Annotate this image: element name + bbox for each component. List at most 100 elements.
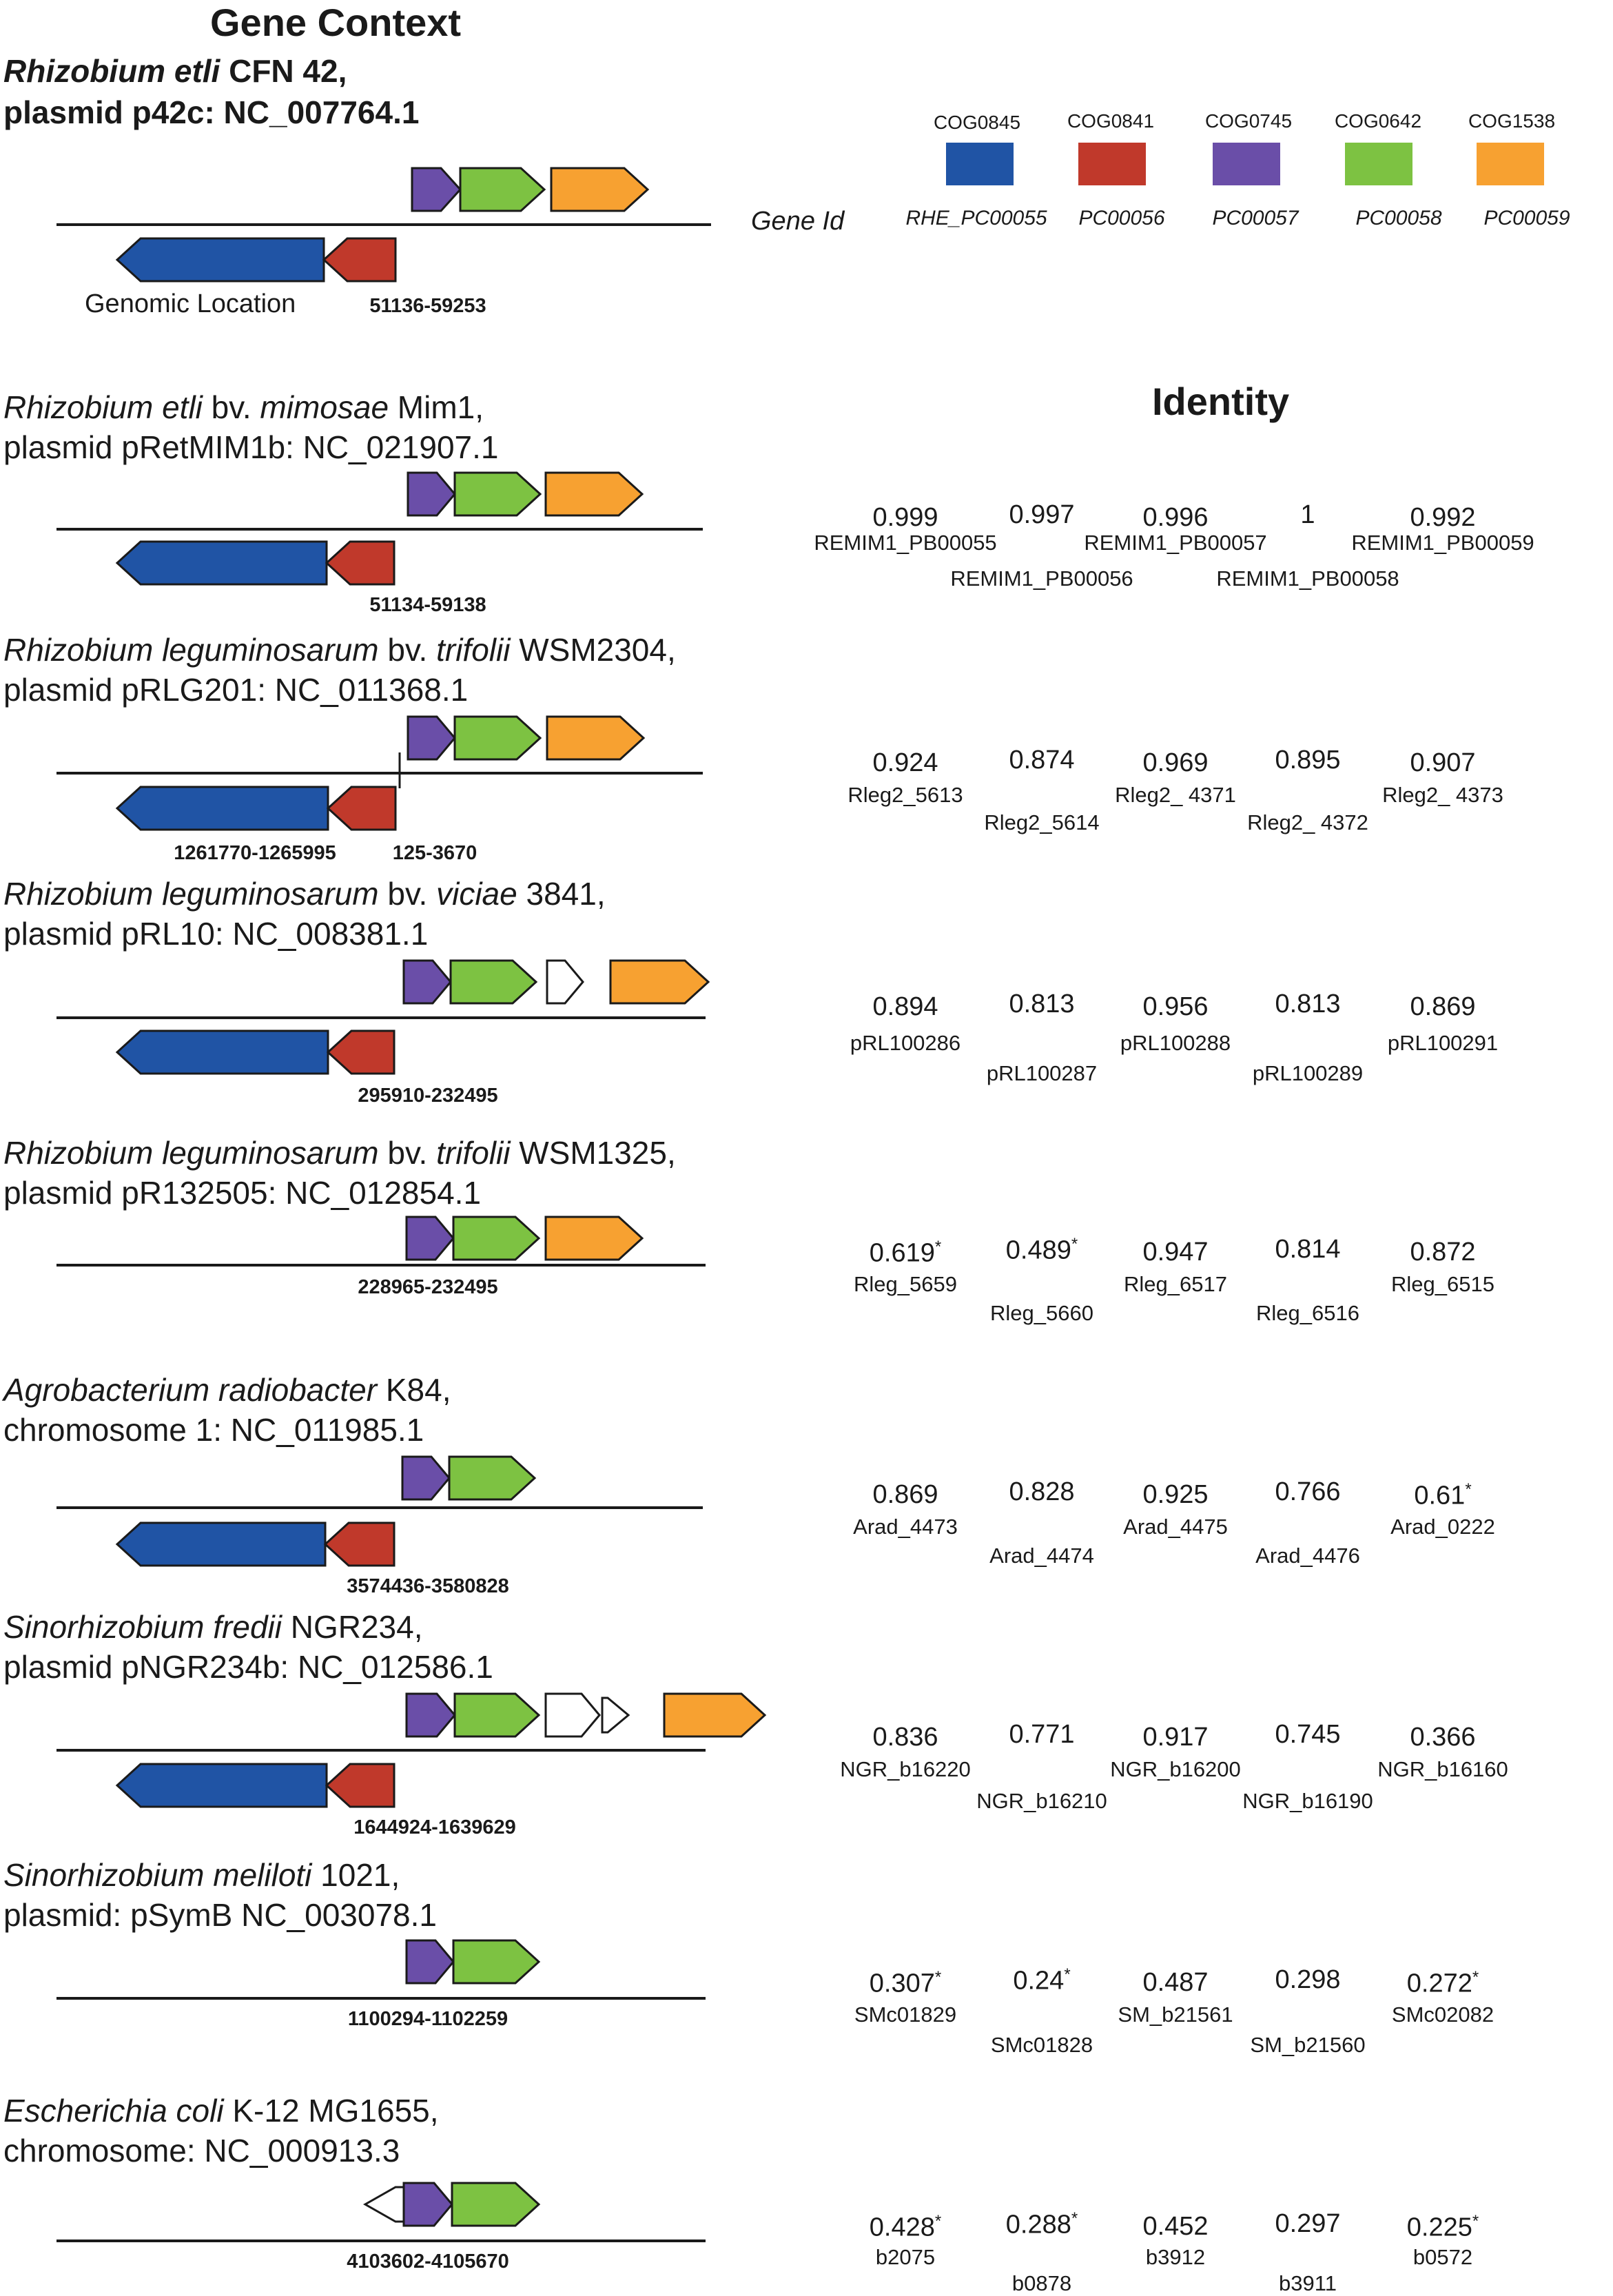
identity-number: 0.947: [1142, 1238, 1209, 1267]
genomic-location: 125-3670: [392, 842, 477, 864]
identity-value: 0.872: [1374, 1238, 1512, 1267]
ortholog-gene-id: Rleg_6516: [1256, 1301, 1359, 1325]
cog0642-gene-arrow: [451, 2182, 541, 2227]
organism-name-italic: viciae: [436, 876, 517, 912]
organism-name-italic: Sinorhizobium meliloti: [3, 1857, 312, 1893]
ortholog-gene-id: pRL100291: [1387, 1031, 1499, 1055]
identity-value: 0.874: [973, 746, 1111, 775]
identity-value: 0.996: [1107, 503, 1244, 533]
reference-location: 51136-59253: [369, 295, 486, 317]
identity-value: 0.895: [1239, 746, 1377, 775]
ortholog-gene-id: REMIM1_PB00056: [950, 566, 1133, 591]
cog0745-gene-arrow: [402, 2182, 453, 2227]
organism-name-part: WSM2304,: [510, 632, 676, 668]
identity-value: 0.947: [1107, 1238, 1244, 1267]
identity-number: 0.924: [872, 748, 938, 777]
legend-swatch-cog1538: [1477, 143, 1544, 185]
ortholog-gene-id: Arad_4476: [1255, 1544, 1360, 1568]
genomic-location: 51134-59138: [369, 594, 486, 616]
significance-asterisk: *: [1064, 1965, 1071, 1984]
other-gene-arrow: [601, 1697, 630, 1734]
organism-name-part: Mim1,: [389, 389, 484, 425]
organism-name-italic: trifolii: [436, 632, 511, 668]
identity-value: 0.24*: [973, 1965, 1111, 1996]
significance-asterisk: *: [934, 1968, 942, 1987]
ortholog-gene-id: REMIM1_PB00059: [1351, 531, 1534, 555]
genomic-location: 4103602-4105670: [347, 2251, 509, 2273]
identity-value: 0.828: [973, 1477, 1111, 1507]
identity-value: 0.61*: [1374, 1480, 1512, 1511]
organism-name-part: bv.: [202, 389, 260, 425]
identity-number: 0.487: [1142, 1968, 1209, 1997]
identity-number: 0.61: [1414, 1481, 1466, 1510]
ortholog-gene-id: b3912: [1145, 2245, 1206, 2269]
identity-number: 0.307: [869, 1969, 935, 1998]
identity-number: 0.288: [1005, 2210, 1071, 2239]
identity-number: 0.836: [872, 1723, 938, 1752]
ortholog-gene-id: REMIM1_PB00055: [814, 531, 997, 555]
cog0841-gene-arrow: [326, 786, 397, 831]
cog0642-gene-arrow: [449, 959, 538, 1005]
genomic-location: 1644924-1639629: [353, 1816, 516, 1838]
legend-swatch-cog0841: [1078, 143, 1146, 185]
organism-name-part: NGR234,: [281, 1609, 423, 1645]
significance-asterisk: *: [934, 1238, 942, 1256]
identity-number: 0.813: [1009, 990, 1075, 1018]
cog1538-gene-arrow: [546, 715, 646, 761]
identity-value: 0.992: [1374, 503, 1512, 533]
identity-value: 0.969: [1107, 748, 1244, 778]
legend-cog-label: COG0745: [1204, 110, 1293, 132]
cog0642-gene-arrow: [453, 715, 542, 761]
identity-number: 0.956: [1142, 992, 1209, 1021]
identity-value: 0.745: [1239, 1720, 1377, 1750]
identity-title: Identity: [1152, 380, 1290, 423]
organism-name: Rhizobium etli bv. mimosae Mim1,: [3, 386, 484, 429]
identity-number: 0.813: [1275, 990, 1341, 1018]
ortholog-gene-id: Rleg2_5613: [847, 783, 963, 807]
identity-value: 0.924: [836, 748, 974, 778]
organism-name-part: 3841,: [517, 876, 606, 912]
significance-asterisk: *: [1465, 1480, 1472, 1499]
cog0845-gene-arrow: [115, 237, 325, 283]
legend-gene-id: PC00059: [1483, 207, 1570, 229]
organism-name-italic: Rhizobium leguminosarum: [3, 876, 379, 912]
cog0745-gene-arrow: [407, 715, 456, 761]
identity-value: 0.298: [1239, 1965, 1377, 1995]
organism-name-italic: Rhizobium leguminosarum: [3, 632, 379, 668]
cog0745-gene-arrow: [405, 1939, 455, 1985]
identity-number: 0.225: [1406, 2213, 1472, 2242]
ortholog-gene-id: Arad_0222: [1390, 1515, 1495, 1539]
identity-number: 0.489: [1005, 1236, 1071, 1265]
organism-replicon: plasmid pR132505: NC_012854.1: [3, 1175, 482, 1211]
identity-value: 0.813: [1239, 990, 1377, 1019]
identity-value: 0.771: [973, 1720, 1111, 1750]
identity-number: 0.917: [1142, 1723, 1209, 1752]
organism-name-italic: Sinorhizobium fredii: [3, 1609, 282, 1645]
genomic-location: 3574436-3580828: [347, 1575, 509, 1597]
cog1538-gene-arrow: [544, 471, 644, 517]
legend-swatch-cog0642: [1345, 143, 1412, 185]
identity-number: 0.298: [1275, 1965, 1341, 1994]
organism-name: Rhizobium leguminosarum bv. viciae 3841,: [3, 872, 606, 915]
identity-value: 0.813: [973, 990, 1111, 1019]
cog0845-gene-arrow: [115, 786, 329, 831]
identity-value: 0.917: [1107, 1723, 1244, 1752]
ortholog-gene-id: Rleg2_ 4371: [1115, 783, 1236, 807]
cog0845-gene-arrow: [115, 1763, 328, 1808]
ortholog-gene-id: pRL100286: [850, 1031, 961, 1055]
identity-number: 0.452: [1142, 2212, 1209, 2241]
cog0745-gene-arrow: [402, 959, 452, 1005]
ortholog-gene-id: NGR_b16190: [1242, 1789, 1373, 1813]
organism-replicon: plasmid: pSymB NC_003078.1: [3, 1897, 437, 1933]
organism-name-italic: Rhizobium leguminosarum: [3, 1135, 379, 1171]
cog0841-gene-arrow: [325, 1763, 395, 1808]
identity-value: 0.272*: [1374, 1968, 1512, 1999]
identity-number: 0.907: [1410, 748, 1476, 777]
gene-id-label: Gene Id: [751, 207, 845, 236]
identity-number: 0.766: [1275, 1477, 1341, 1506]
ortholog-gene-id: Rleg2_ 4372: [1247, 810, 1368, 834]
cog0841-gene-arrow: [322, 237, 397, 283]
identity-number: 0.872: [1410, 1238, 1476, 1267]
identity-number: 0.997: [1009, 500, 1075, 529]
